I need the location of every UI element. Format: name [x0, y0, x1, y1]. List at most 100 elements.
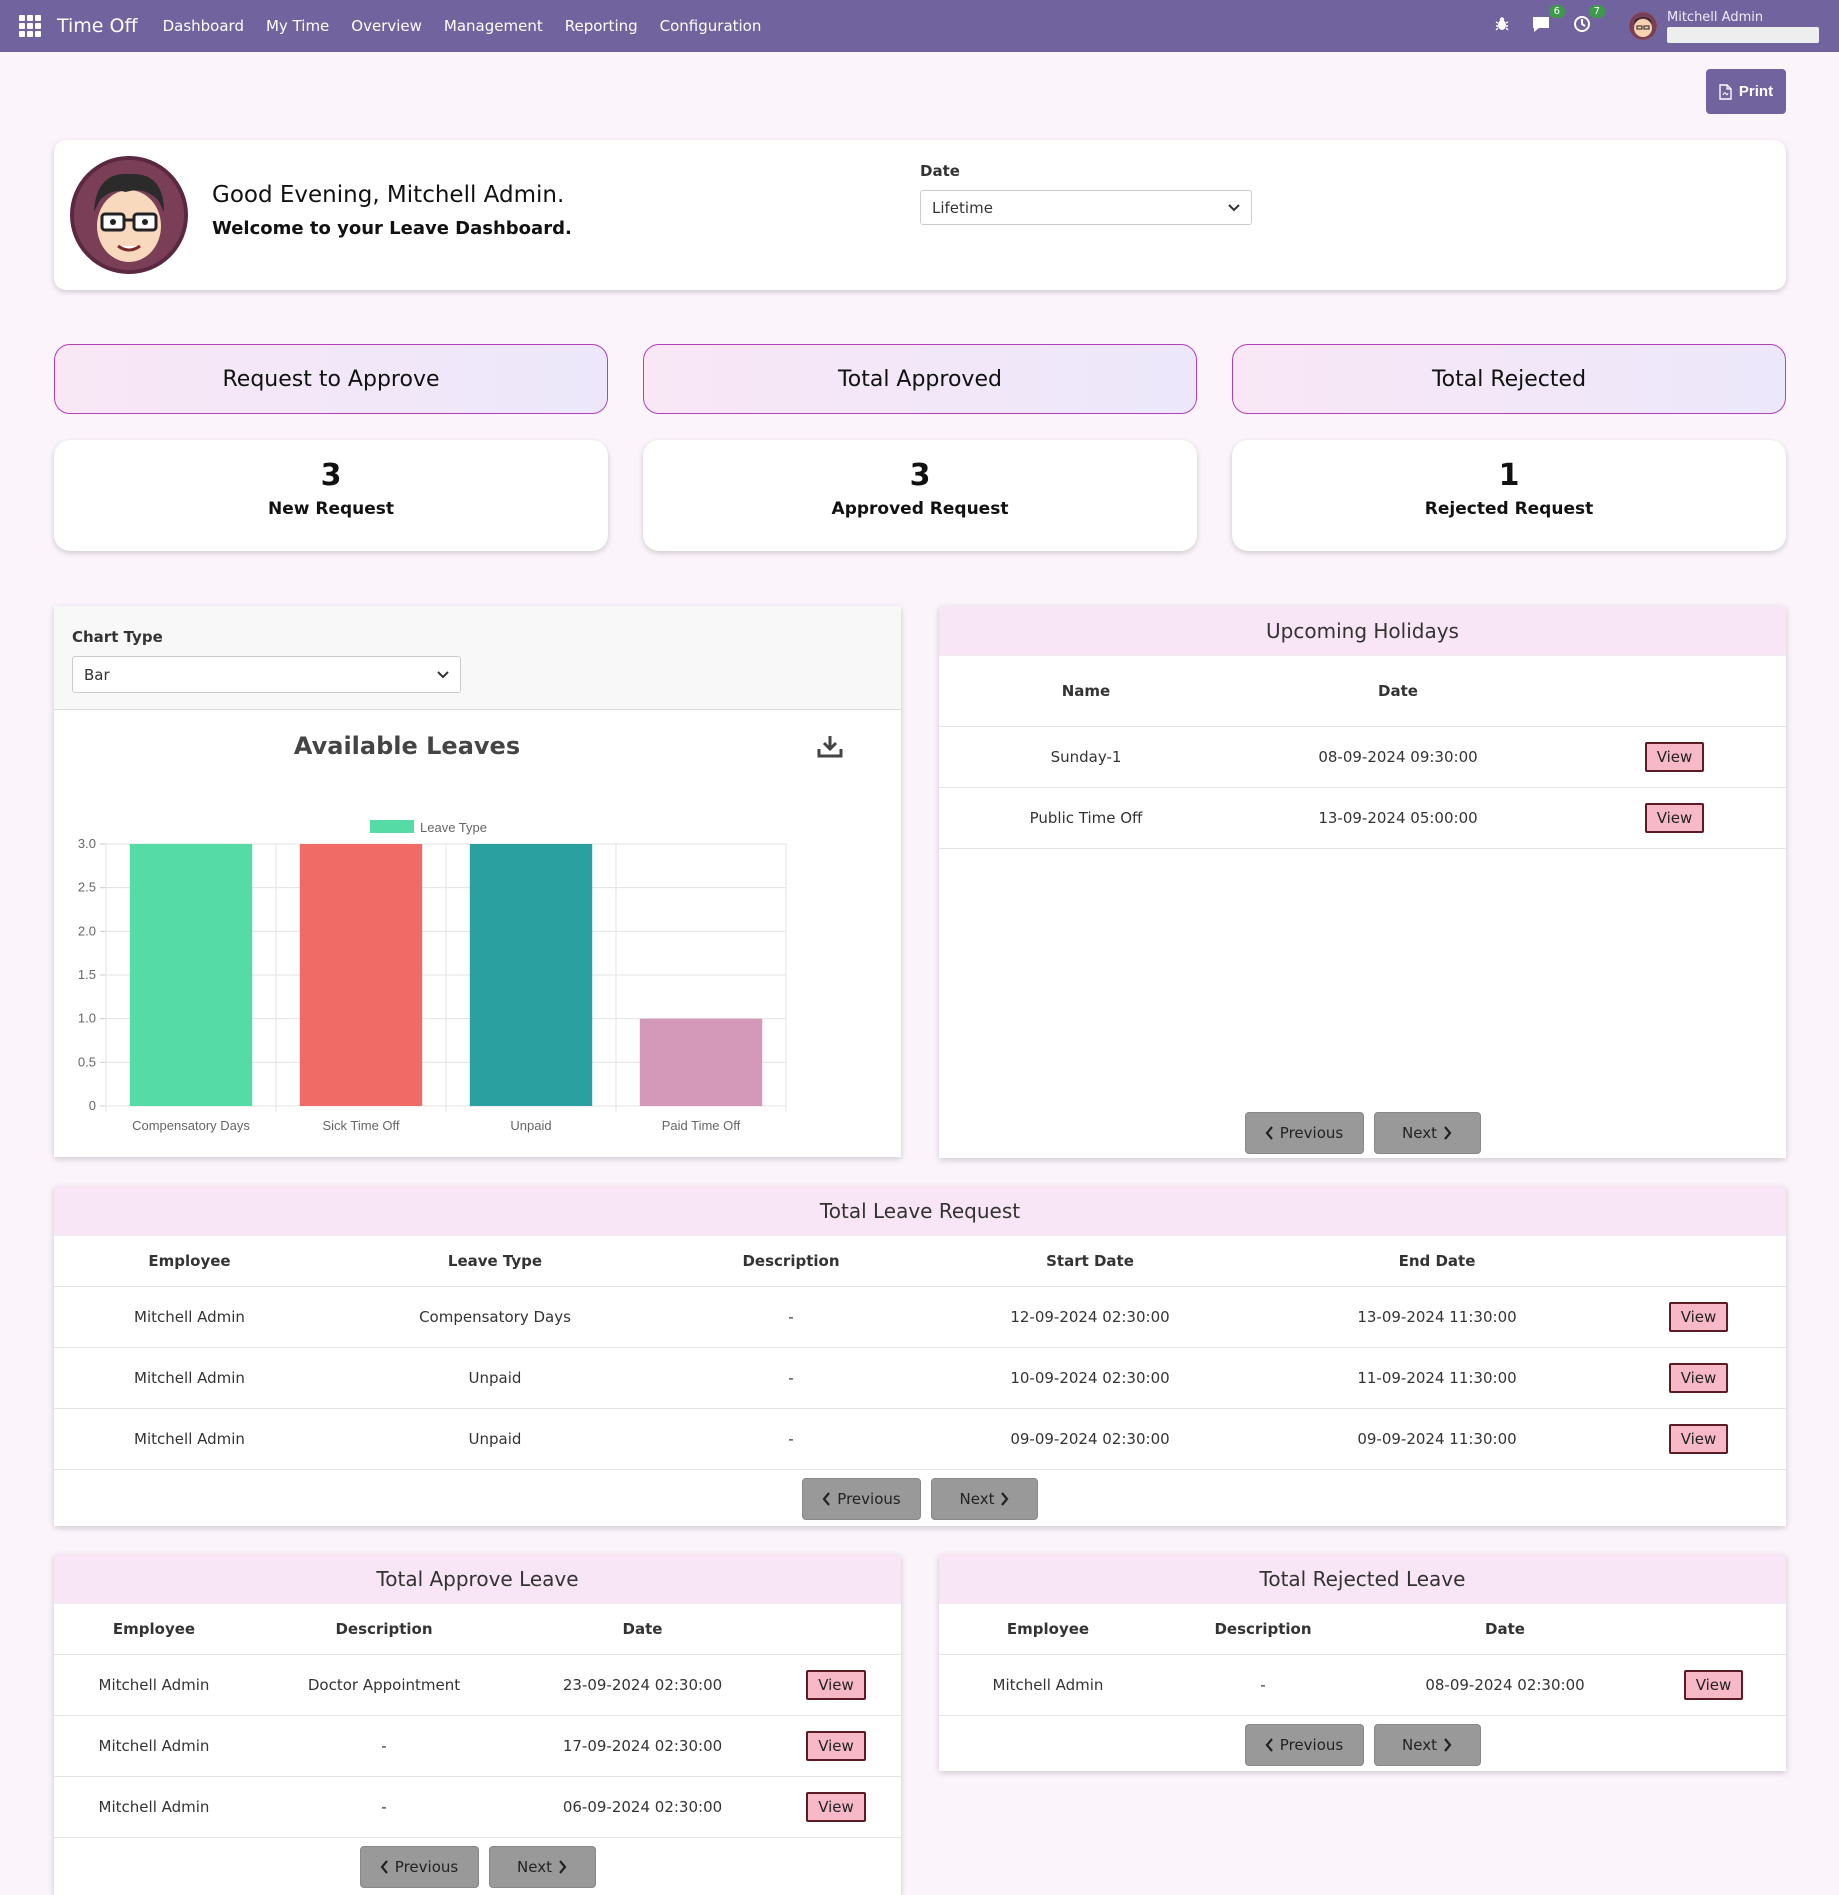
chart-title: Available Leaves [293, 732, 521, 760]
view-button[interactable]: View [1644, 741, 1705, 772]
previous-button[interactable]: Previous [359, 1845, 479, 1888]
stat-heading: Total Approved [838, 366, 1002, 392]
greeting-title: Good Evening, Mitchell Admin. [212, 182, 565, 208]
download-icon[interactable] [817, 734, 843, 762]
approved-table: Employee Description Date Mitchell Admin… [54, 1604, 901, 1838]
stat-heading: Request to Approve [222, 366, 440, 392]
date-cell: 08-09-2024 02:30:00 [1369, 1653, 1641, 1716]
description-cell: Doctor Appointment [254, 1653, 514, 1715]
date-cell: 17-09-2024 02:30:00 [514, 1714, 771, 1776]
legend-label: Leave Type [420, 820, 487, 835]
bar-compensatory-days [129, 844, 253, 1106]
user-avatar[interactable] [1629, 12, 1657, 40]
request-to-approve-header[interactable]: Request to Approve [54, 344, 608, 414]
stat-heading: Total Rejected [1431, 366, 1587, 392]
menu-overview[interactable]: Overview [351, 17, 422, 35]
view-button[interactable]: View [806, 1791, 866, 1822]
view-button[interactable]: View [1668, 1362, 1729, 1393]
stat-label: New Request [267, 499, 395, 519]
chart-type-label: Chart Type [72, 628, 163, 646]
col-start-date: Start Date [1046, 1251, 1134, 1270]
user-menu[interactable]: Mitchell Admin [1667, 10, 1819, 43]
leave-type-cell: Unpaid [325, 1346, 665, 1408]
menu-configuration[interactable]: Configuration [659, 17, 762, 35]
print-button[interactable]: Print [1706, 69, 1786, 114]
leave-type-cell: Unpaid [325, 1407, 665, 1470]
view-button[interactable]: View [1668, 1301, 1729, 1332]
employee-cell: Mitchell Admin [54, 1285, 325, 1347]
approved-request-card[interactable]: 3 Approved Request [643, 440, 1197, 551]
description-cell: - [665, 1346, 917, 1408]
bar-paid-time-off [639, 1018, 763, 1106]
chevron-left-icon [822, 1491, 831, 1506]
y-tick-label: 1.5 [78, 967, 96, 982]
stat-label: Approved Request [831, 499, 1009, 519]
view-button[interactable]: View [806, 1730, 866, 1761]
date-cell: 06-09-2024 02:30:00 [514, 1775, 771, 1838]
previous-button[interactable]: Previous [1244, 1112, 1364, 1154]
approved-pagination: Previous Next [54, 1845, 901, 1888]
view-button[interactable]: View [1668, 1423, 1729, 1454]
next-label: Next [959, 1489, 995, 1508]
start-date-cell: 12-09-2024 02:30:00 [917, 1285, 1263, 1347]
col-date: Date [1378, 681, 1418, 700]
next-button[interactable]: Next [1373, 1723, 1481, 1766]
table-row: Mitchell Admin - 08-09-2024 02:30:00 Vie… [939, 1653, 1786, 1716]
new-request-card[interactable]: 3 New Request [54, 440, 608, 551]
table-row: Mitchell Admin Unpaid - 09-09-2024 02:30… [54, 1407, 1786, 1470]
chat-icon[interactable]: 6 [1531, 4, 1565, 38]
rejected-request-card[interactable]: 1 Rejected Request [1232, 440, 1786, 551]
employee-cell: Mitchell Admin [54, 1714, 254, 1776]
table-row: Mitchell Admin Doctor Appointment 23-09-… [54, 1653, 901, 1715]
legend-swatch [370, 820, 414, 833]
apps-grid-icon[interactable] [19, 15, 41, 37]
stat-value: 1 [1498, 458, 1520, 493]
menu-management[interactable]: Management [443, 17, 543, 35]
previous-label: Previous [837, 1489, 901, 1508]
previous-label: Previous [1279, 1735, 1344, 1754]
chart-type-select[interactable]: Bar [72, 656, 461, 693]
table-row: Mitchell Admin Compensatory Days - 12-09… [54, 1285, 1786, 1347]
date-filter-label: Date [920, 162, 960, 180]
col-name: Name [1061, 681, 1111, 700]
user-company-bar [1667, 26, 1819, 43]
date-filter-select[interactable]: Lifetime [920, 190, 1252, 225]
previous-button[interactable]: Previous [1244, 1723, 1364, 1766]
view-button[interactable]: View [1644, 802, 1705, 833]
leave-requests-pagination: Previous Next [54, 1477, 1786, 1520]
menu-dashboard[interactable]: Dashboard [162, 17, 244, 35]
x-tick-label: Unpaid [510, 1118, 551, 1133]
chevron-right-icon [1001, 1491, 1009, 1506]
col-action [1563, 656, 1786, 726]
col-employee: Employee [148, 1251, 231, 1270]
next-label: Next [1402, 1124, 1437, 1142]
table-row: Mitchell Admin - 06-09-2024 02:30:00 Vie… [54, 1775, 901, 1838]
start-date-cell: 10-09-2024 02:30:00 [917, 1346, 1263, 1408]
next-button[interactable]: Next [1373, 1112, 1481, 1154]
col-description: Description [335, 1619, 433, 1638]
activity-clock-icon[interactable]: 7 [1573, 4, 1605, 38]
leave-requests-table: Employee Leave Type Description Start Da… [54, 1236, 1786, 1470]
total-approved-header[interactable]: Total Approved [643, 344, 1197, 414]
menu-reporting[interactable]: Reporting [564, 17, 638, 35]
chevron-left-icon [380, 1859, 388, 1874]
description-cell: - [254, 1714, 514, 1776]
chevron-right-icon [559, 1859, 567, 1874]
next-button[interactable]: Next [931, 1477, 1038, 1520]
previous-button[interactable]: Previous [802, 1477, 921, 1520]
total-rejected-header[interactable]: Total Rejected [1232, 344, 1786, 414]
approved-title: Total Approve Leave [54, 1554, 901, 1604]
view-button[interactable]: View [806, 1669, 866, 1700]
user-avatar-large [70, 156, 188, 274]
x-tick-label: Compensatory Days [132, 1118, 250, 1133]
app-name[interactable]: Time Off [57, 15, 138, 37]
holiday-name: Public Time Off [939, 786, 1233, 849]
next-button[interactable]: Next [488, 1845, 596, 1888]
available-leaves-chart: Leave Type 0 0.5 1.0 1.5 2.0 2.5 3.0 Compensator… [78, 820, 787, 1133]
pdf-file-icon [1719, 83, 1732, 100]
menu-my-time[interactable]: My Time [265, 17, 330, 35]
view-button[interactable]: View [1683, 1669, 1744, 1700]
bug-icon[interactable] [1495, 16, 1509, 37]
description-cell: - [665, 1285, 917, 1347]
bar-unpaid [469, 844, 593, 1106]
